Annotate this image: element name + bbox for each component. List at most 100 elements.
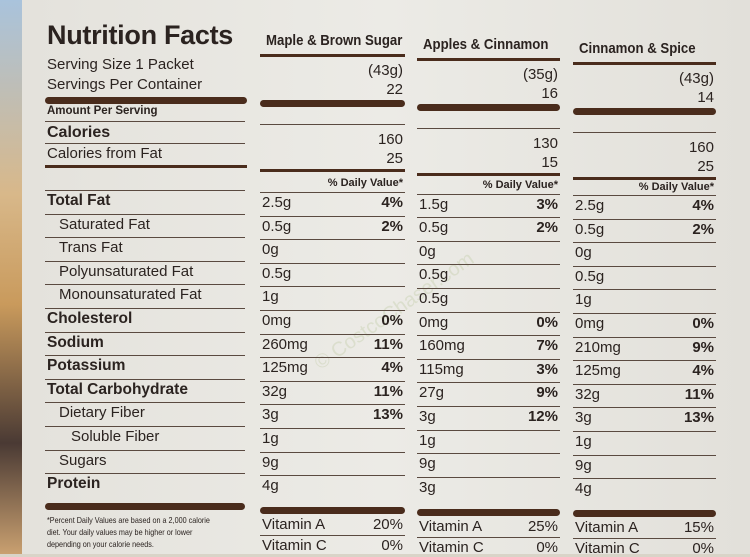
divider <box>573 313 716 314</box>
serving-size-value: (43g) <box>367 62 403 79</box>
amount-per-serving: Amount Per Serving <box>47 105 158 117</box>
nutrient-amount: 160mg <box>419 337 465 355</box>
divider <box>260 475 405 477</box>
divider <box>260 428 405 429</box>
divider <box>573 242 716 244</box>
nutrient-amount: 210mg <box>575 338 621 356</box>
divider <box>45 308 245 309</box>
divider <box>417 58 560 61</box>
vitamin-value: 25% <box>527 517 558 535</box>
nutrition-label-panel <box>22 0 750 554</box>
divider <box>417 240 560 242</box>
divider <box>573 289 716 291</box>
nutrient-label: Monounsaturated Fat <box>59 286 202 304</box>
divider <box>260 215 405 217</box>
nutrient-amount: 3g <box>419 478 436 496</box>
divider <box>573 454 716 456</box>
divider <box>260 507 405 514</box>
nutrient-amount: 0mg <box>419 313 449 331</box>
nutrient-daily-value: 11% <box>373 335 403 353</box>
nutrient-amount: 1g <box>262 430 279 447</box>
vitamin-value: 0% <box>692 540 714 557</box>
divider <box>573 195 716 196</box>
divider <box>573 265 716 267</box>
divider <box>260 404 405 406</box>
divider <box>260 357 405 359</box>
nutrient-label: Potassium <box>47 357 126 375</box>
nutrient-daily-value: 0% <box>536 313 558 331</box>
divider <box>45 97 247 104</box>
nutrient-daily-value: 0% <box>692 315 714 332</box>
divider <box>260 169 405 172</box>
nutrient-label: Trans Fat <box>59 239 123 257</box>
nutrient-amount: 0.5g <box>419 266 449 284</box>
nutrient-daily-value: 2% <box>536 219 558 237</box>
divider <box>260 380 405 382</box>
divider <box>260 100 405 107</box>
footnote: *Percent Daily Values are based on a 2,0… <box>47 515 210 549</box>
nutrient-label: Cholesterol <box>47 310 133 327</box>
servings-per-container-label: Servings Per Container <box>47 76 203 93</box>
divider <box>45 213 245 215</box>
divider <box>573 336 716 338</box>
nutrient-amount: 260mg <box>262 335 308 353</box>
nutrient-amount: 3g <box>419 407 436 425</box>
nutrient-daily-value: 9% <box>692 338 714 356</box>
nutrient-daily-value: 0% <box>381 312 403 329</box>
divider <box>417 536 560 538</box>
nutrient-daily-value: 7% <box>536 337 558 355</box>
divider <box>417 104 560 111</box>
vitamin-label: Vitamin C <box>262 537 327 554</box>
calories-value: 130 <box>532 135 558 152</box>
nutrient-amount: 125mg <box>262 359 308 377</box>
divider <box>45 378 245 380</box>
nutrient-amount: 125mg <box>575 362 621 380</box>
nutrient-label: Sodium <box>47 333 104 351</box>
divider <box>417 287 560 289</box>
divider <box>573 407 716 409</box>
divider <box>260 535 405 536</box>
nutrient-amount: 0.5g <box>419 219 449 237</box>
flavor-name: Apples & Cinnamon <box>423 36 549 53</box>
divider <box>260 262 405 264</box>
calories-from-fat-value: 25 <box>386 150 403 167</box>
nutrient-amount: 32g <box>262 382 288 400</box>
nutrient-amount: 2.5g <box>575 197 605 214</box>
nutrient-amount: 0g <box>419 242 436 260</box>
nutrient-amount: 1.5g <box>419 195 449 213</box>
nutrient-label: Dietary Fiber <box>59 404 145 422</box>
nutrient-daily-value: 9% <box>536 384 558 402</box>
flavor-name: Cinnamon & Spice <box>579 40 696 57</box>
divider <box>45 260 245 262</box>
divider <box>45 426 245 427</box>
vitamin-value: 20% <box>372 516 403 533</box>
divider <box>45 284 245 286</box>
divider <box>45 143 245 144</box>
serving-size-value: (35g) <box>522 66 558 83</box>
nutrient-amount: 9g <box>575 456 592 474</box>
divider <box>417 335 560 337</box>
nutrient-amount: 115mg <box>419 360 464 378</box>
calories-from-fat-value: 15 <box>541 154 558 171</box>
divider <box>417 405 560 407</box>
divider <box>417 217 560 219</box>
vitamin-value: 0% <box>536 538 558 556</box>
vitamin-label: Vitamin C <box>575 540 640 557</box>
flavor-name: Maple & Brown Sugar <box>266 32 403 49</box>
daily-value-header: % Daily Value* <box>327 177 403 189</box>
nutrient-amount: 0.5g <box>419 289 449 307</box>
nutrient-daily-value: 4% <box>692 362 714 380</box>
nutrient-daily-value: 4% <box>692 197 714 214</box>
divider <box>45 121 245 122</box>
nutrient-label: Sugars <box>59 451 107 469</box>
nutrient-amount: 1g <box>575 433 592 450</box>
nutrient-daily-value: 12% <box>527 407 558 425</box>
divider <box>45 237 245 239</box>
nutrient-label: Protein <box>47 475 101 493</box>
nutrient-amount: 0g <box>262 241 279 259</box>
vitamin-label: Vitamin A <box>419 517 483 535</box>
nutrient-amount: 0g <box>575 244 592 262</box>
divider <box>573 431 716 432</box>
vitamin-label: Vitamin C <box>419 538 484 556</box>
divider <box>417 264 560 266</box>
